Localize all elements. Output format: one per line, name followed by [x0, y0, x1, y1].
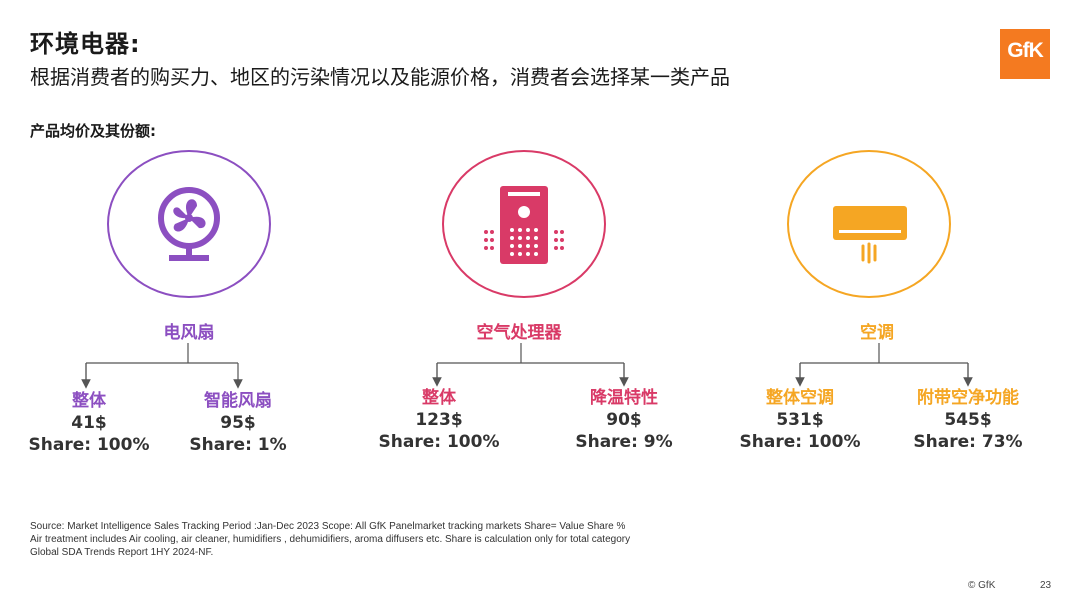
fan-icon — [158, 187, 220, 261]
leaf-price: 95$ — [220, 413, 256, 433]
leaf-fan-overall: 整体 41$ Share: 100% — [9, 390, 169, 456]
leaf-air-overall: 整体 123$ Share: 100% — [359, 387, 519, 453]
gfk-logo-text: GfK — [1007, 39, 1044, 62]
air-purifier-circle — [442, 150, 606, 298]
air-conditioner-circle — [787, 150, 951, 298]
leaf-share: Share: 9% — [575, 432, 673, 452]
leaf-price: 123$ — [415, 410, 463, 430]
fan-circle — [107, 150, 271, 298]
leaf-name: 整体空调 — [766, 388, 834, 408]
leaf-name: 智能风扇 — [204, 391, 272, 411]
leaf-name: 整体 — [422, 388, 456, 408]
source-line-2: Air treatment includes Air cooling, air … — [30, 534, 631, 545]
source-footnote: Source: Market Intelligence Sales Tracki… — [30, 520, 630, 559]
page-subtitle: 根据消费者的购买力、地区的污染情况以及能源价格，消费者会选择某一类产品 — [30, 65, 730, 89]
leaf-share: Share: 100% — [739, 432, 861, 452]
leaf-name: 附带空净功能 — [917, 388, 1019, 408]
connector-air-conditioner — [799, 343, 969, 382]
leaf-price: 41$ — [71, 413, 107, 433]
page-number: 23 — [1040, 580, 1052, 591]
leaf-name: 整体 — [72, 391, 106, 411]
leaf-air-cooling: 降温特性 90$ Share: 9% — [544, 387, 704, 453]
leaf-share: Share: 73% — [913, 432, 1023, 452]
connector-air-treatment — [436, 343, 625, 382]
leaf-fan-smart: 智能风扇 95$ Share: 1% — [158, 390, 318, 456]
connector-fan — [85, 343, 238, 384]
leaf-share: Share: 1% — [189, 435, 287, 455]
leaf-share: Share: 100% — [28, 435, 150, 455]
leaf-name: 降温特性 — [590, 388, 658, 408]
category-label-fan: 电风扇 — [163, 323, 215, 343]
category-label-air-treatment: 空气处理器 — [476, 323, 562, 343]
source-line-1: Source: Market Intelligence Sales Tracki… — [30, 521, 626, 532]
category-label-air-conditioner: 空调 — [860, 323, 894, 343]
gfk-logo: GfK — [1000, 29, 1050, 79]
leaf-price: 545$ — [944, 410, 992, 430]
source-line-3: Global SDA Trends Report 1HY 2024-NF. — [30, 547, 214, 558]
leaf-price: 531$ — [776, 410, 824, 430]
page-title: 环境电器: — [30, 30, 141, 58]
air-conditioner-icon — [833, 206, 907, 264]
air-purifier-icon — [484, 186, 564, 264]
leaf-ac-purify: 附带空净功能 545$ Share: 73% — [888, 387, 1048, 453]
leaf-share: Share: 100% — [378, 432, 500, 452]
copyright: © GfK — [968, 580, 996, 591]
leaf-price: 90$ — [606, 410, 642, 430]
leaf-ac-overall: 整体空调 531$ Share: 100% — [720, 387, 880, 453]
section-label: 产品均价及其份额: — [30, 122, 156, 140]
